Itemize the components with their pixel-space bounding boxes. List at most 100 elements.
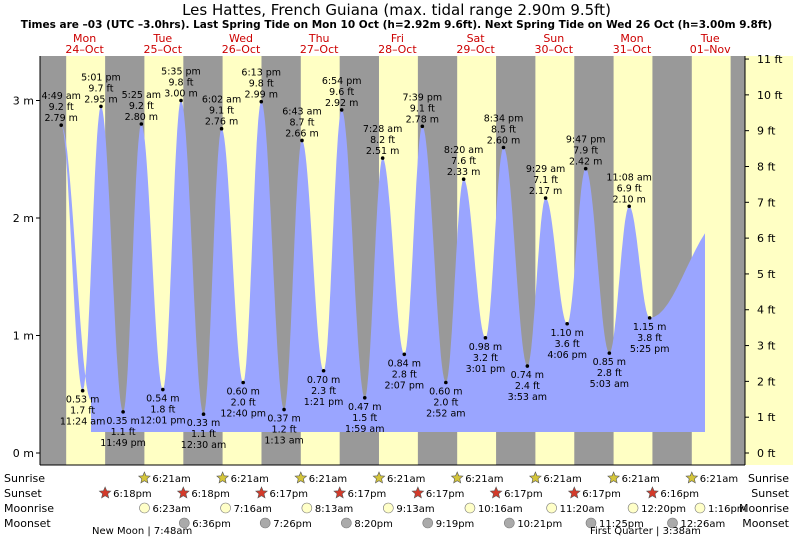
tide-point [627, 204, 631, 209]
right-tick-label: 1 ft [757, 411, 776, 424]
day-date-label: 31–Oct [613, 43, 652, 56]
moonset-time-label: 8:20pm [354, 519, 393, 530]
tide-time-label: 9:47 pm [566, 135, 606, 146]
tide-point [161, 387, 165, 392]
right-tick-label: 3 ft [757, 340, 776, 353]
tide-time-label: 6:13 pm [241, 68, 281, 79]
tide-point [80, 388, 85, 393]
tide-m-label: 0.47 m [348, 402, 381, 413]
sunset-time-label: 6:16pm [660, 489, 699, 500]
moonset-time-label: 10:21pm [517, 519, 562, 530]
tide-ft-label: 8.2 ft [370, 135, 395, 146]
tide-m-label: 2.76 m [205, 117, 238, 128]
tide-point [139, 122, 144, 126]
sunset-time-label: 6:18pm [113, 489, 152, 500]
moonrise-moon-icon [301, 502, 313, 514]
day-date-label: 24–Oct [65, 43, 104, 56]
tide-ft-label: 9.1 ft [410, 103, 435, 114]
tide-point [282, 407, 286, 412]
tide-m-label: 3.00 m [164, 89, 197, 100]
tide-ft-label: 9.7 ft [88, 83, 113, 94]
moonset-time-label: 12:26am [681, 519, 726, 530]
sunset-row-label-right: Sunset [751, 487, 789, 500]
sunrise-time-label: 6:21am [465, 474, 503, 485]
sunset-time-label: 6:17pm [582, 489, 621, 500]
tide-ft-label: 7.1 ft [533, 175, 558, 186]
tide-point [380, 156, 385, 160]
right-tick-label: 10 ft [757, 89, 783, 102]
tide-time-label: 8:34 pm [484, 114, 524, 125]
tide-m-label: 2.99 m [245, 90, 278, 101]
tide-point [339, 108, 344, 112]
tide-point [543, 196, 548, 200]
tide-point [525, 364, 530, 368]
tide-m-label: 0.85 m [593, 357, 626, 368]
moonset-moon-icon [504, 517, 515, 529]
moonrise-moon-icon [627, 502, 639, 514]
axes: 0 m 1 m 2 m 3 m 0 ft 1 ft 2 ft 3 ft 4 ft 5 ft 6 ft… [13, 53, 783, 466]
sunset-row-label-left: Sunset [4, 487, 42, 500]
left-tick-label: 3 m [13, 95, 34, 108]
tide-m-label: 2.79 m [44, 113, 77, 124]
tide-time-label: 5:03 am [590, 379, 629, 390]
day-name-label: Tue [152, 32, 172, 45]
tide-point [99, 104, 103, 109]
day-date-label: 25–Oct [144, 43, 183, 56]
tide-ft-label: 2.4 ft [515, 381, 540, 392]
tide-time-label: 12:40 pm [220, 409, 266, 420]
tide-point [59, 123, 63, 127]
tide-ft-label: 3.2 ft [473, 353, 498, 364]
day-date-label: 26–Oct [222, 43, 261, 56]
tide-ft-label: 8.5 ft [491, 125, 516, 136]
tide-time-label: 7:28 am [363, 124, 402, 135]
tide-m-label: 1.15 m [633, 322, 666, 333]
tide-m-label: 2.78 m [406, 114, 439, 125]
left-tick-label: 0 m [13, 447, 34, 460]
tide-m-label: 0.53 m [66, 395, 99, 406]
sunset-star-icon [645, 486, 659, 499]
tide-m-label: 0.98 m [469, 342, 502, 353]
tide-time-label: 4:49 am [41, 91, 80, 102]
moonset-time-label: 9:19pm [436, 519, 475, 530]
sunrise-time-label: 6:21am [152, 474, 190, 485]
tide-ft-label: 9.6 ft [329, 87, 354, 98]
right-tick-label: 11 ft [757, 53, 783, 66]
day-name-label: Mon [73, 32, 96, 45]
tide-m-label: 0.54 m [146, 394, 179, 405]
tide-point [300, 138, 304, 143]
right-tick-label: 5 ft [757, 268, 776, 281]
tide-m-label: 0.60 m [429, 387, 462, 398]
tide-point [483, 336, 488, 340]
tide-time-label: 5:01 pm [81, 72, 121, 83]
tide-point [402, 352, 407, 357]
tide-point [583, 166, 588, 171]
tide-time-label: 2:52 am [426, 409, 465, 420]
sunrise-time-label: 6:21am [387, 474, 425, 485]
day-name-label: Sun [543, 32, 564, 45]
tide-m-label: 2.60 m [487, 136, 520, 147]
sunrise-star-icon [685, 471, 699, 484]
moonrise-time-label: 7:16am [234, 504, 272, 515]
day-date-label: 29–Oct [456, 43, 495, 56]
daylight-band [745, 56, 793, 465]
day-date-label: 27–Oct [300, 43, 339, 56]
sunset-time-label: 6:17pm [426, 489, 465, 500]
day-name-label: Tue [700, 32, 720, 45]
tide-m-label: 2.66 m [285, 128, 318, 139]
tide-time-label: 1:21 pm [304, 397, 344, 408]
tide-point [444, 380, 448, 385]
right-tick-label: 2 ft [757, 375, 776, 388]
tide-ft-label: 3.6 ft [555, 339, 580, 350]
left-tick-label: 1 m [13, 330, 34, 343]
tide-point [259, 99, 264, 104]
tide-m-label: 2.17 m [529, 186, 562, 197]
chart-subtitle: Times are –03 (UTC –3.0hrs). Last Spring… [21, 19, 772, 31]
sunrise-row-label-right: Sunrise [748, 472, 789, 485]
tide-time-label: 6:54 pm [322, 76, 362, 87]
day-date-label: 28–Oct [378, 43, 417, 56]
tide-ft-label: 9.8 ft [168, 78, 193, 89]
tide-time-label: 12:01 pm [140, 416, 186, 427]
tide-ft-label: 1.5 ft [352, 413, 377, 424]
sunset-time-label: 6:17pm [348, 489, 387, 500]
